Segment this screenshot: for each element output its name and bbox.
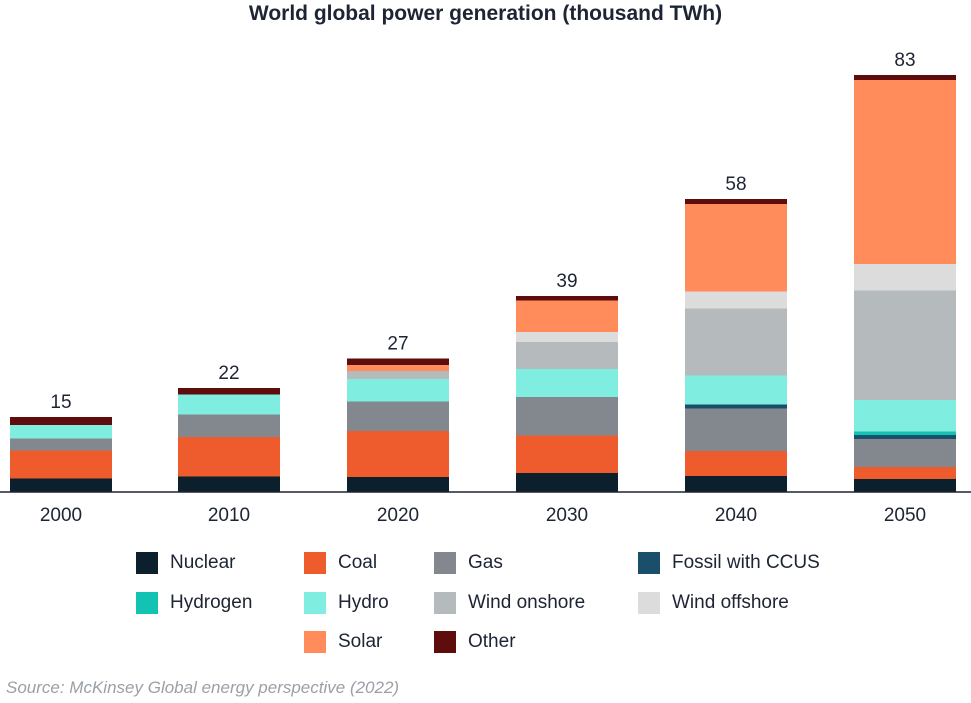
bar-segment-hydro-2030 [516, 369, 618, 397]
totals-layer: 15 22 27 39 58 83 [50, 50, 915, 413]
bar-segment-other-2000 [10, 417, 112, 425]
bar-segment-solar-2020 [347, 365, 449, 371]
bar-segment-wind-onshore-2030 [516, 342, 618, 369]
bar-segment-coal-2020 [347, 431, 449, 477]
bar-segment-nuclear-2020 [347, 477, 449, 492]
bar-segment-nuclear-2050 [854, 479, 956, 492]
bar-segment-coal-2050 [854, 467, 956, 479]
bar-segment-wind-onshore-2040 [685, 308, 787, 376]
bar-segment-gas-2030 [516, 397, 618, 436]
chart-title: World global power generation (thousand … [248, 2, 723, 25]
bar-segment-other-2010 [178, 388, 280, 395]
bar-segment-gas-2010 [178, 414, 280, 437]
total-label-2000: 15 [50, 392, 71, 413]
bar-segment-hydrogen-2050 [854, 431, 956, 435]
total-label-2030: 39 [556, 271, 577, 292]
bar-segment-solar-2040 [685, 204, 787, 292]
bar-segment-other-2020 [347, 358, 449, 365]
x-tick-label-2040: 2040 [715, 505, 757, 526]
bar-segment-wind-onshore-2050 [854, 290, 956, 400]
bar-segment-hydro-2050 [854, 400, 956, 432]
x-tick-label-2010: 2010 [208, 505, 250, 526]
bar-segment-hydro-2020 [347, 379, 449, 402]
bar-segment-wind-offshore-2030 [516, 332, 618, 342]
bar-segment-coal-2000 [10, 450, 112, 479]
x-tick-label-2000: 2000 [40, 505, 82, 526]
bar-segment-nuclear-2000 [10, 478, 112, 492]
bar-segment-gas-2040 [685, 408, 787, 451]
bar-segment-hydro-2040 [685, 375, 787, 405]
x-tick-label-2030: 2030 [546, 505, 588, 526]
total-label-2020: 27 [387, 334, 408, 355]
bar-segment-hydro-2000 [10, 425, 112, 439]
bar-segment-gas-2000 [10, 438, 112, 451]
total-label-2040: 58 [725, 174, 746, 195]
bar-segment-hydro-2010 [178, 394, 280, 415]
bar-segment-nuclear-2040 [685, 476, 787, 492]
bar-segment-other-2050 [854, 75, 956, 80]
bar-segment-solar-2050 [854, 80, 956, 264]
x-tick-label-2020: 2020 [377, 505, 419, 526]
bar-segment-other-2040 [685, 199, 787, 204]
x-tick-label-2050: 2050 [884, 505, 926, 526]
bar-segment-gas-2020 [347, 401, 449, 431]
bar-segment-coal-2010 [178, 437, 280, 477]
bar-segment-wind-offshore-2040 [685, 291, 787, 309]
bar-segment-gas-2050 [854, 439, 956, 467]
bar-segment-fossil-with-ccus-2040 [685, 404, 787, 409]
source-note: Source: McKinsey Global energy perspecti… [6, 678, 400, 697]
bar-segment-solar-2030 [516, 300, 618, 332]
bar-segment-coal-2030 [516, 435, 618, 473]
total-label-2010: 22 [218, 363, 239, 384]
x-tick-labels: 2000 2010 2020 2030 2040 2050 [40, 505, 926, 526]
bar-segment-wind-onshore-2020 [347, 371, 449, 379]
bar-segment-fossil-with-ccus-2050 [854, 435, 956, 439]
bars-layer [10, 75, 956, 492]
bar-segment-other-2030 [516, 296, 618, 301]
bar-segment-nuclear-2030 [516, 473, 618, 492]
total-label-2050: 83 [894, 50, 915, 71]
bar-segment-nuclear-2010 [178, 476, 280, 492]
bar-segment-coal-2040 [685, 451, 787, 476]
bar-segment-wind-offshore-2050 [854, 264, 956, 291]
